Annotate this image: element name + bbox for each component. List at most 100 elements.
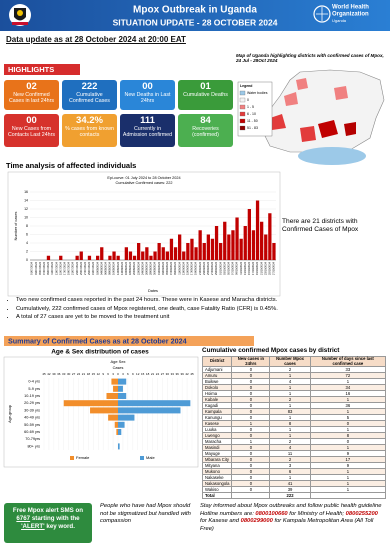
bar [124, 247, 128, 260]
x-tick-label: 3 [112, 372, 114, 376]
x-tick-label: 08/08/2024 [108, 261, 112, 275]
x-tick-label: 12 [136, 372, 140, 376]
x-tick-label: 25/09/2024 [206, 261, 210, 275]
x-tick-label: 9 [102, 372, 104, 376]
x-tick-label: 19/10/2024 [255, 261, 259, 275]
x-axis-label: Cases [113, 366, 124, 370]
x-tick-label: 09/09/2024 [173, 261, 177, 275]
bar [137, 243, 141, 260]
table-cell: Nakasongola [201, 480, 233, 488]
x-tick-label: 27 [161, 372, 165, 376]
table-cell: 222 [269, 492, 311, 500]
bar [118, 421, 125, 428]
x-tick-label: 27 [72, 372, 76, 376]
map-legend-label: Water bodies [247, 91, 268, 95]
x-tick-label: 05/07/2024 [38, 261, 42, 275]
chart-title: Epi-curve: 01 July 2024 to 28 October 20… [107, 176, 180, 180]
x-tick-label: 07/10/2024 [231, 261, 235, 275]
x-axis-label: Dates [148, 289, 158, 293]
highlight-tile: 01 Cumulative Deaths [178, 80, 233, 110]
x-tick-label: 09/10/2024 [235, 261, 239, 275]
x-tick-label: 30 [67, 372, 71, 376]
tile-label: New Confirmed Cases in last 24hrs [8, 92, 55, 104]
bar [141, 251, 145, 260]
bar [111, 378, 118, 385]
sms-text: key word. [44, 523, 75, 530]
hotline-text: Stay informed about Mpox outbreaks and f… [200, 503, 382, 517]
x-tick-label: 36 [57, 372, 61, 376]
highlight-tile: 00 New Deaths in Last 24hrs [120, 80, 175, 110]
x-tick-label: 39 [52, 372, 56, 376]
x-tick-label: 45 [42, 372, 46, 376]
tile-label: Cumulative Confirmed Cases [69, 92, 110, 104]
who-logo-text: Organization [332, 12, 369, 18]
table-total-row: Total 222 [201, 492, 387, 500]
tile-label: % cases from known contacts [65, 126, 114, 138]
x-tick-label: 27/07/2024 [83, 261, 87, 275]
bar [165, 251, 169, 260]
bar [100, 247, 104, 260]
bar [90, 407, 118, 414]
y-tick-label: 4 [26, 241, 28, 245]
bar [157, 243, 161, 260]
x-tick-label: 10/08/2024 [112, 261, 116, 275]
table-title: Cumulative confirmed Mpox cases by distr… [202, 347, 340, 354]
legend-label: Male [146, 455, 155, 460]
bar [118, 429, 122, 435]
y-axis-label: Age-group [8, 405, 12, 423]
tile-value: 00 [142, 81, 153, 92]
legend-swatch [239, 125, 246, 131]
x-tick-label: 39 [180, 372, 184, 376]
x-tick-label: 05/09/2024 [165, 261, 169, 275]
bar [118, 393, 127, 399]
summary-title: Summary of Confirmed Cases as at 28 Octo… [8, 336, 187, 345]
x-tick-label: 01/09/2024 [157, 261, 161, 275]
legend-swatch [239, 90, 246, 96]
highlight-tile: 34.2%% cases from known contacts [62, 114, 117, 147]
table-header-cell: New cases in 24hrs [231, 355, 271, 368]
sms-text: 'ALERT' [21, 523, 45, 530]
bar [272, 243, 276, 260]
y-tick-label: 16 [24, 190, 28, 194]
bar [255, 200, 260, 260]
x-tick-label: 16/08/2024 [124, 261, 128, 275]
x-tick-label: 27/10/2024 [272, 261, 276, 275]
bar [264, 234, 268, 260]
bar [59, 255, 63, 260]
uganda-map [261, 69, 385, 165]
coat-of-arms [9, 4, 31, 26]
x-tick-label: 21/10/2024 [259, 261, 263, 275]
bar [231, 230, 235, 260]
x-tick-label: 13/10/2024 [243, 261, 247, 275]
x-tick-label: 03/07/2024 [34, 261, 38, 275]
legend-swatch [70, 456, 74, 460]
x-tick-label: 06/08/2024 [104, 261, 108, 275]
bullet: Two new confirmed cases reported in the … [16, 296, 390, 305]
x-tick-label: 15 [92, 372, 96, 376]
x-tick-label: 15/09/2024 [186, 261, 190, 275]
district-table: District New cases in 24hrs Number Mpox ca… [201, 355, 387, 500]
sms-text: 6767 [16, 515, 31, 522]
bar [118, 400, 191, 407]
bar [194, 247, 198, 260]
bar [112, 251, 116, 260]
tile-label: New Cases from Contacts Last 24hrs [7, 126, 56, 138]
stigma-note: People who have had Mpox should not be s… [100, 503, 191, 524]
bar [260, 221, 264, 260]
x-tick-label: 12 [97, 372, 101, 376]
tile-value: 34.2% [76, 115, 103, 126]
bar [128, 251, 133, 260]
districts-note: There are 21 districts with Confirmed Ca… [282, 218, 359, 233]
tile-label: Cumulative Deaths [183, 92, 228, 98]
tile-label: Recoveries (confirmed) [192, 126, 219, 138]
bar [87, 255, 92, 260]
x-tick-label: 17/09/2024 [190, 261, 194, 275]
y-axis-label: Number of cases [14, 212, 18, 241]
x-tick-label: 18/08/2024 [128, 261, 132, 275]
table-header-cell: Number of days since last confirmed case [309, 355, 387, 368]
bar [173, 247, 178, 260]
legend-swatch [239, 111, 246, 117]
tile-value: 84 [200, 115, 211, 126]
